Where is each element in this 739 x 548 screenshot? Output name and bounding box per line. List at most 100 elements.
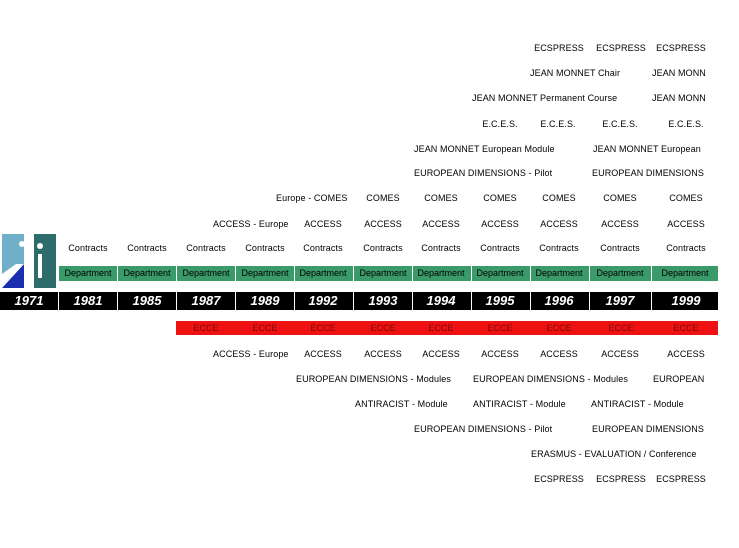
column-divider: [117, 266, 118, 310]
contracts-label: Contracts: [666, 243, 706, 253]
access-label: ACCESS: [601, 219, 639, 229]
contracts-label: Contracts: [363, 243, 403, 253]
column-divider: [471, 266, 472, 310]
column-divider: [235, 266, 236, 310]
column-divider: [58, 266, 59, 310]
eces-label: E.C.E.S.: [602, 119, 638, 129]
eces-label: E.C.E.S.: [668, 119, 704, 129]
column-divider: [176, 266, 177, 310]
contracts-label: Contracts: [245, 243, 285, 253]
department-label: Department: [64, 268, 112, 278]
department-label: Department: [123, 268, 171, 278]
contracts-label: Contracts: [600, 243, 640, 253]
ecspress-label: ECSPRESS: [656, 474, 706, 484]
comes-label: COMES: [366, 193, 400, 203]
access-label: ACCESS: [304, 349, 342, 359]
ecce-band: ECCE ECCE ECCE ECCE ECCE ECCE ECCE ECCE …: [176, 321, 718, 335]
eces-label: E.C.E.S.: [482, 119, 518, 129]
ecce-label: ECCE: [487, 323, 513, 333]
ecce-label: ECCE: [673, 323, 699, 333]
comes-label: Europe - COMES: [276, 193, 348, 203]
year-label: 1981: [73, 293, 103, 308]
jean-monnet-chair-label: JEAN MONNET Chair: [530, 68, 621, 78]
ecce-label: ECCE: [193, 323, 219, 333]
jean-monnet-module-label: JEAN MONNET European Module: [414, 144, 555, 154]
ecspress-label: ECSPRESS: [534, 43, 584, 53]
access-label: ACCESS: [481, 349, 519, 359]
year-label: 1997: [605, 293, 635, 308]
column-divider: [412, 266, 413, 310]
institution-logo-icon: [2, 234, 56, 288]
department-label: Department: [299, 268, 347, 278]
access-label: ACCESS: [540, 349, 578, 359]
column-divider: [294, 266, 295, 310]
access-label: ACCESS: [667, 219, 705, 229]
access-label: ACCESS - Europe: [213, 219, 289, 229]
department-label: Department: [596, 268, 644, 278]
european-dimensions-pilot-label: EUROPEAN DIMENSIONS - Pilot: [414, 424, 553, 434]
column-divider: [651, 266, 652, 310]
comes-label: COMES: [669, 193, 703, 203]
column-divider: [353, 266, 354, 310]
comes-label: COMES: [542, 193, 576, 203]
year-label: 1992: [308, 293, 338, 308]
contracts-label: Contracts: [68, 243, 108, 253]
access-label: ACCESS: [481, 219, 519, 229]
department-band: Department Department Department Departm…: [58, 266, 718, 281]
year-band: 1971 1981 1985 1987 1989 1992 1993 1994 …: [0, 292, 718, 310]
year-label: 1995: [485, 293, 515, 308]
year-label: 1993: [368, 293, 398, 308]
jean-monnet-chair-label: JEAN MONN: [652, 68, 706, 78]
jean-monnet-module-label: JEAN MONNET European: [593, 144, 701, 154]
comes-label: COMES: [603, 193, 637, 203]
contracts-label: Contracts: [480, 243, 520, 253]
year-label: 1985: [132, 293, 162, 308]
ecce-label: ECCE: [252, 323, 278, 333]
year-label: 1987: [191, 293, 221, 308]
access-label: ACCESS: [601, 349, 639, 359]
year-label: 1996: [544, 293, 574, 308]
european-dimensions-modules-label: EUROPEAN DIMENSIONS - Modules: [473, 374, 628, 384]
access-label: ACCESS: [540, 219, 578, 229]
column-divider: [589, 266, 590, 310]
access-label: ACCESS: [422, 219, 460, 229]
erasmus-label: ERASMUS - EVALUATION / Conference: [531, 449, 697, 459]
ecce-label: ECCE: [546, 323, 572, 333]
antiracist-label: ANTIRACIST - Module: [355, 399, 448, 409]
year-label: 1971: [14, 293, 44, 308]
access-label: ACCESS: [304, 219, 342, 229]
access-label: ACCESS - Europe: [213, 349, 289, 359]
ecspress-label: ECSPRESS: [596, 43, 646, 53]
contracts-label: Contracts: [303, 243, 343, 253]
antiracist-label: ANTIRACIST - Module: [591, 399, 684, 409]
european-dimensions-modules-label: EUROPEAN DIMENSIONS - Modules: [296, 374, 451, 384]
department-label: Department: [359, 268, 407, 278]
year-label: 1994: [426, 293, 456, 308]
contracts-label: Contracts: [421, 243, 461, 253]
department-label: Department: [182, 268, 230, 278]
year-label: 1989: [250, 293, 280, 308]
access-label: ACCESS: [422, 349, 460, 359]
jean-monnet-permanent-label: JEAN MONN: [652, 93, 706, 103]
ecspress-label: ECSPRESS: [656, 43, 706, 53]
access-label: ACCESS: [364, 349, 402, 359]
european-dimensions-modules-label: EUROPEAN: [653, 374, 705, 384]
column-divider: [530, 266, 531, 310]
comes-label: COMES: [483, 193, 517, 203]
ecspress-label: ECSPRESS: [596, 474, 646, 484]
european-dimensions-pilot-label: EUROPEAN DIMENSIONS - Pilot: [414, 168, 553, 178]
ecspress-label: ECSPRESS: [534, 474, 584, 484]
eces-label: E.C.E.S.: [540, 119, 576, 129]
antiracist-label: ANTIRACIST - Module: [473, 399, 566, 409]
access-label: ACCESS: [667, 349, 705, 359]
contracts-label: Contracts: [539, 243, 579, 253]
contracts-label: Contracts: [127, 243, 167, 253]
department-label: Department: [476, 268, 524, 278]
ecce-label: ECCE: [370, 323, 396, 333]
department-label: Department: [661, 268, 709, 278]
european-dimensions-pilot-label: EUROPEAN DIMENSIONS: [592, 168, 704, 178]
comes-label: COMES: [424, 193, 458, 203]
department-label: Department: [241, 268, 289, 278]
department-label: Department: [417, 268, 465, 278]
access-label: ACCESS: [364, 219, 402, 229]
